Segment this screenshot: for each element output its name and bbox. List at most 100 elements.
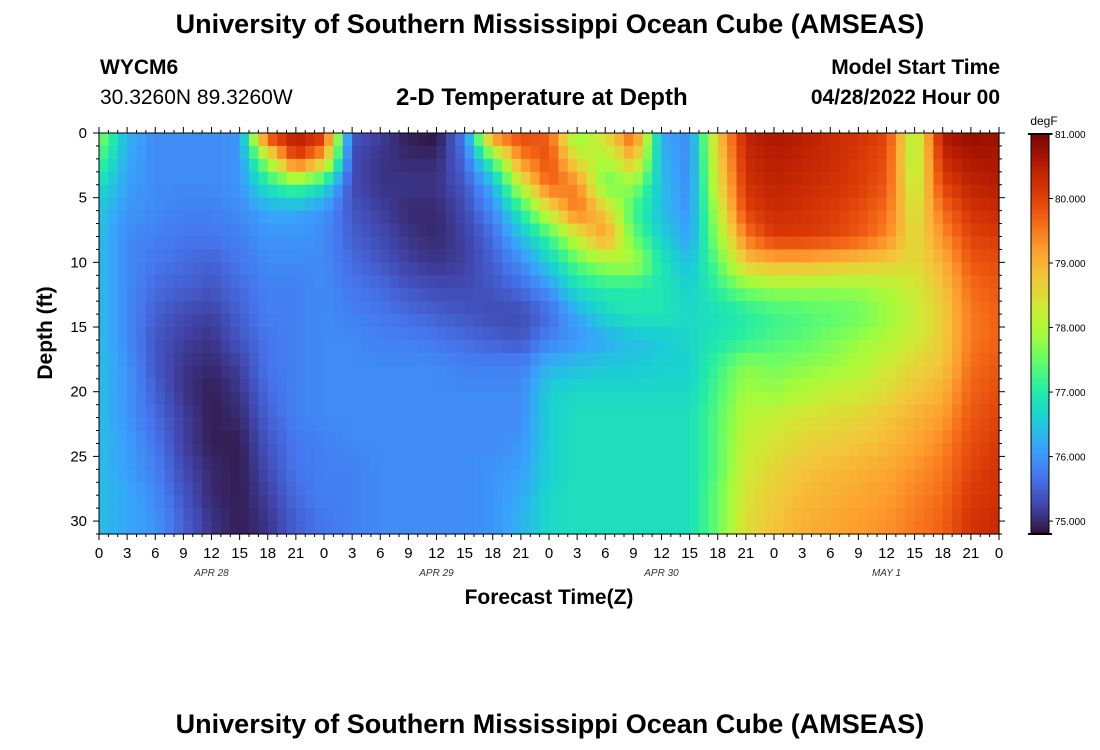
heatmap-cell <box>380 210 391 225</box>
heatmap-cell <box>502 236 513 251</box>
heatmap-cell <box>745 249 756 263</box>
heatmap-cell <box>145 249 156 263</box>
heatmap-cell <box>820 339 831 354</box>
colorbar-segment <box>1031 134 1049 138</box>
heatmap-cell <box>905 430 916 445</box>
heatmap-cell <box>436 301 447 315</box>
heatmap-cell <box>642 443 653 457</box>
heatmap-cell <box>792 417 803 432</box>
heatmap-cell <box>136 365 147 380</box>
heatmap-cell <box>755 275 766 289</box>
heatmap-cell <box>802 327 813 341</box>
heatmap-cell <box>305 223 316 238</box>
heatmap-cell <box>567 482 578 496</box>
heatmap-cell <box>370 521 381 535</box>
heatmap-cell <box>155 430 166 445</box>
heatmap-cell <box>895 469 906 483</box>
heatmap-cell <box>811 378 822 393</box>
heatmap-cell <box>511 521 522 535</box>
heatmap-cell <box>633 223 644 238</box>
heatmap-cell <box>361 314 372 328</box>
heatmap-cell <box>249 508 259 522</box>
heatmap-cell <box>624 133 634 147</box>
heatmap-cell <box>502 521 513 535</box>
heatmap-cell <box>802 339 813 354</box>
heatmap-cell <box>792 133 803 147</box>
colorbar-segment <box>1031 264 1049 268</box>
heatmap-cell <box>895 301 906 315</box>
heatmap-cell <box>914 495 925 509</box>
heatmap-cell <box>305 236 316 251</box>
heatmap-cell <box>539 210 550 225</box>
heatmap-cell <box>520 391 531 406</box>
heatmap-cell <box>324 365 334 380</box>
day-label: APR 28 <box>193 568 229 579</box>
heatmap-cell <box>595 495 606 509</box>
heatmap-cell <box>455 469 466 483</box>
heatmap-cell <box>389 508 400 522</box>
heatmap-cell <box>314 158 325 173</box>
heatmap-cell <box>530 184 541 199</box>
heatmap-cell <box>314 184 325 199</box>
heatmap-cell <box>858 443 869 457</box>
heatmap-cell <box>492 314 503 328</box>
heatmap-cell <box>989 495 1000 509</box>
heatmap-cell <box>155 197 166 212</box>
heatmap-cell <box>755 521 766 535</box>
heatmap-cell <box>286 469 297 483</box>
heatmap-cell <box>408 314 419 328</box>
heatmap-cell <box>277 352 288 367</box>
heatmap-cell <box>295 236 306 251</box>
heatmap-cell <box>314 430 325 445</box>
heatmap-cell <box>192 482 203 496</box>
heatmap-cell <box>455 236 466 251</box>
heatmap-cell <box>427 145 438 160</box>
heatmap-cell <box>192 365 203 380</box>
heatmap-cell <box>980 314 991 328</box>
heatmap-cell <box>680 288 691 302</box>
heatmap-cell <box>127 352 138 367</box>
heatmap-cell <box>295 482 306 496</box>
heatmap-cell <box>924 391 934 406</box>
heatmap-cell <box>642 404 653 419</box>
heatmap-cell <box>989 223 1000 238</box>
heatmap-cell <box>867 430 878 445</box>
colorbar-segment <box>1031 137 1049 142</box>
colorbar-segment <box>1031 210 1049 215</box>
heatmap-cell <box>830 171 841 186</box>
heatmap-cell <box>792 352 803 367</box>
heatmap-cell <box>764 443 775 457</box>
heatmap-cell <box>849 352 859 367</box>
heatmap-cell <box>699 236 709 251</box>
heatmap-cell <box>895 210 906 225</box>
heatmap-cell <box>736 469 747 483</box>
heatmap-cell <box>267 508 278 522</box>
heatmap-cell <box>642 275 653 289</box>
heatmap-cell <box>652 339 663 354</box>
heatmap-cell <box>624 171 634 186</box>
heatmap-cell <box>727 223 738 238</box>
heatmap-cell <box>174 404 184 419</box>
heatmap-cell <box>530 482 541 496</box>
heatmap-cell <box>886 352 897 367</box>
heatmap-cell <box>361 249 372 263</box>
heatmap-cell <box>886 327 897 341</box>
heatmap-cell <box>849 133 859 147</box>
heatmap-cell <box>464 327 475 341</box>
heatmap-cell <box>155 314 166 328</box>
heatmap-cell <box>895 404 906 419</box>
heatmap-cell <box>586 391 597 406</box>
heatmap-cell <box>670 197 681 212</box>
heatmap-cell <box>399 158 409 173</box>
heatmap-cell <box>417 417 428 432</box>
heatmap-cell <box>258 262 269 276</box>
heatmap-cell <box>811 495 822 509</box>
heatmap-cell <box>727 249 738 263</box>
heatmap-cell <box>342 197 353 212</box>
heatmap-cell <box>352 145 363 160</box>
heatmap-cell <box>595 249 606 263</box>
heatmap-cell <box>202 275 213 289</box>
heatmap-cell <box>895 262 906 276</box>
heatmap-cell <box>624 495 634 509</box>
heatmap-cell <box>183 469 194 483</box>
